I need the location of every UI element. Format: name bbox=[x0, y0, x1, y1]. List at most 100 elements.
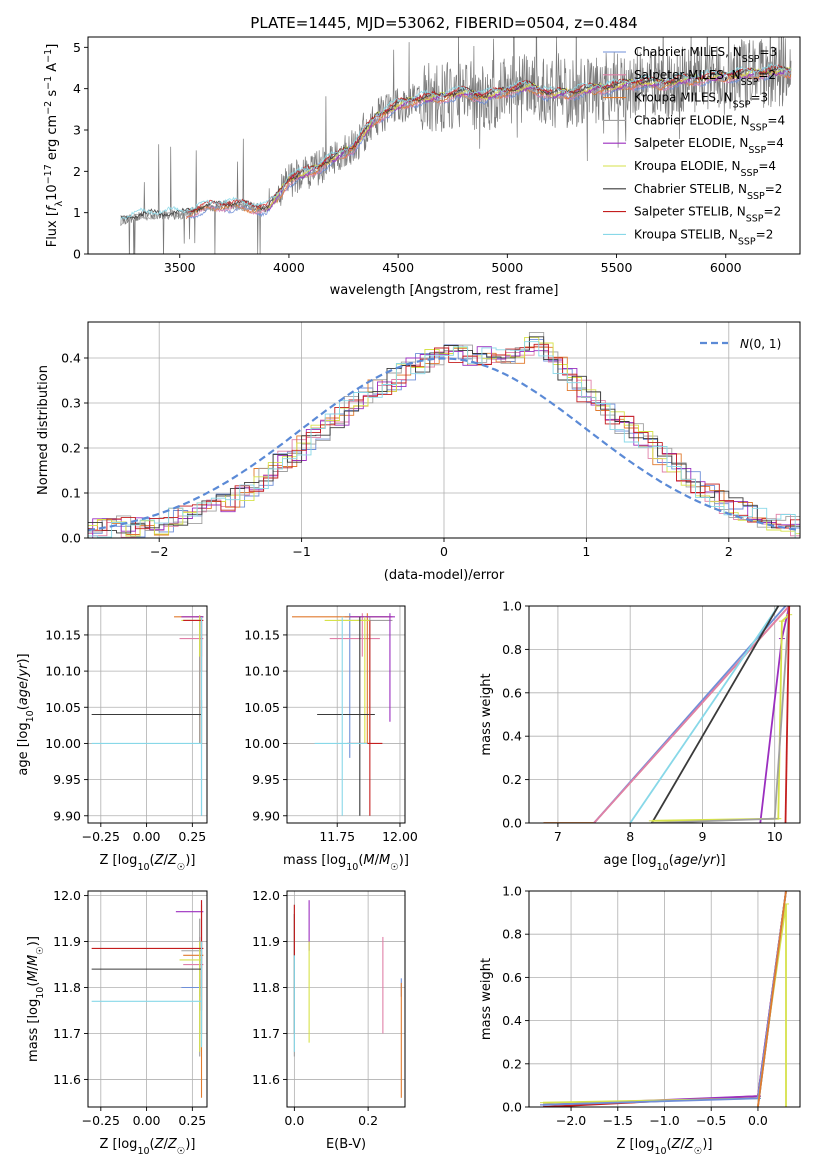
y-tick-label: 0.8 bbox=[502, 927, 522, 942]
x-tick-label: 4500 bbox=[382, 260, 414, 275]
legend-entry: Chabrier ELODIE, NSSP=4 bbox=[634, 113, 785, 132]
x-tick-label: −2.0 bbox=[556, 1113, 586, 1128]
y-tick-label: 0.2 bbox=[502, 772, 522, 787]
y-tick-label: 4 bbox=[73, 81, 81, 96]
mass_weight_vs_age-frame bbox=[528, 605, 801, 824]
mass_weight_vs_z-ticks: −2.0 −1.5 −1.0 −0.5 0.0 0.0 0.2 0.4 0.6 0.8 1.0 bbox=[502, 884, 768, 1129]
y-tick-label: 1.0 bbox=[502, 599, 522, 614]
histogram-chabrier-stelib bbox=[88, 336, 800, 538]
y-tick-label: 2 bbox=[73, 164, 81, 179]
weight-line-chabrier-stelib bbox=[648, 606, 782, 823]
y-tick-label: 9.95 bbox=[53, 772, 81, 787]
errorbar-point-kroupa-stelib bbox=[91, 941, 203, 1048]
legend-entry: Kroupa ELODIE, NSSP=4 bbox=[634, 159, 776, 179]
y-tick-label: 0.4 bbox=[61, 351, 81, 366]
mass_vs_z-frame bbox=[87, 890, 208, 1108]
errorbar-point-chabrier-stelib bbox=[317, 616, 375, 816]
y-tick-label: 10.10 bbox=[244, 664, 280, 679]
spectrum-ticks: 3500 4000 4500 5000 5500 6000 0 1 2 3 4 5 bbox=[73, 40, 742, 275]
histogram-salpeter-miles bbox=[88, 344, 800, 538]
weight-line-path bbox=[757, 891, 787, 1107]
y-tick-label: 0.0 bbox=[61, 531, 81, 546]
histogram-chabrier-miles bbox=[88, 338, 800, 538]
y-tick-label: 10.05 bbox=[45, 700, 81, 715]
legend-entry: Salpeter MILES, NSSP=2 bbox=[634, 68, 776, 88]
mass_weight_vs_age-ticks: 7 8 9 10 0.0 0.2 0.4 0.6 0.8 1.0 bbox=[502, 599, 783, 845]
errorbar-point-kroupa-elodie bbox=[324, 616, 370, 744]
y-tick-label: 11.8 bbox=[53, 980, 81, 995]
y-tick-label: 12.0 bbox=[53, 888, 81, 903]
y-tick-label: 10.15 bbox=[244, 627, 280, 642]
y-axis-label: Flux [fλ10−17 erg cm−2 s−1 A−1] bbox=[43, 44, 65, 248]
spectrum-frame bbox=[87, 36, 801, 255]
mass-weight-vs-metallicity-panel: −2.0 −1.5 −1.0 −0.5 0.0 0.0 0.2 0.4 0.6 0.8 1.0 Z [… bbox=[479, 884, 801, 1157]
weight-line-path bbox=[784, 606, 791, 823]
y-tick-label: 9.95 bbox=[252, 772, 280, 787]
y-tick-label: 0.8 bbox=[502, 642, 522, 657]
y-tick-label: 0.2 bbox=[502, 1056, 522, 1071]
mass_vs_z-plot-area bbox=[91, 900, 204, 1098]
x-axis-label: mass [log10(M/M☉)] bbox=[283, 853, 409, 873]
age_vs_mass-plot-area bbox=[292, 613, 395, 816]
age_vs_z-plot-area bbox=[91, 615, 204, 816]
x-tick-label: −0.25 bbox=[82, 829, 120, 844]
x-axis-label: wavelength [Angstrom, rest frame] bbox=[330, 283, 559, 298]
y-tick-label: 5 bbox=[73, 40, 81, 55]
residuals-ticks: −2 −1 0 1 2 0.0 0.1 0.2 0.3 0.4 bbox=[61, 351, 733, 560]
x-axis-label: Z [log10(Z/Z☉)] bbox=[617, 1137, 713, 1157]
mass_weight_vs_z-frame bbox=[528, 890, 801, 1108]
weight-line-path bbox=[629, 606, 780, 823]
legend: Chabrier MILES, NSSP=3 Salpeter MILES, NS… bbox=[603, 45, 785, 247]
y-tick-label: 3 bbox=[73, 123, 81, 138]
model-spectrum-kroupa-stelib bbox=[120, 63, 792, 220]
x-tick-label: 0 bbox=[440, 544, 448, 559]
x-tick-label: 10 bbox=[767, 829, 783, 844]
x-tick-label: −0.25 bbox=[82, 1113, 120, 1128]
x-tick-label: 11.75 bbox=[319, 829, 355, 844]
x-tick-label: 3500 bbox=[164, 260, 196, 275]
mass_vs_ebv-plot-area bbox=[293, 900, 402, 1098]
y-tick-label: 0.4 bbox=[502, 1013, 522, 1028]
y-tick-label: 11.9 bbox=[53, 934, 81, 949]
mass_weight_vs_z-plot-area bbox=[540, 891, 789, 1107]
histogram-salpeter-stelib bbox=[88, 343, 800, 531]
legend-entry: Kroupa STELIB, NSSP=2 bbox=[634, 227, 773, 247]
residuals-frame bbox=[87, 321, 801, 539]
weight-line-path bbox=[651, 606, 780, 823]
mass-weight-vs-age-panel: 7 8 9 10 0.0 0.2 0.4 0.6 0.8 1.0 age [log10(age/yr… bbox=[479, 599, 801, 873]
residuals-panel: −2 −1 0 1 2 0.0 0.1 0.2 0.3 0.4 N(0, 1) (data-model… bbox=[36, 321, 801, 583]
errorbar-point-kroupa-stelib bbox=[314, 616, 368, 816]
model-spectrum-chabrier-stelib bbox=[120, 65, 791, 220]
weight-line-path bbox=[651, 614, 790, 822]
errorbar-point-kroupa-stelib bbox=[91, 616, 203, 816]
weight-line-kroupa-miles bbox=[754, 891, 789, 1107]
mass-vs-extinction-panel: 0.0 0.2 11.6 11.7 11.8 11.9 12.0 E(B-V) bbox=[252, 888, 406, 1152]
x-tick-label: 0.25 bbox=[178, 829, 206, 844]
y-tick-label: 12.0 bbox=[252, 888, 280, 903]
y-tick-label: 1.0 bbox=[502, 884, 522, 899]
age_vs_z-ticks: −0.25 0.00 0.25 9.90 9.95 10.00 10.05 10.10 10.1… bbox=[45, 627, 206, 844]
y-tick-label: 10.00 bbox=[244, 736, 280, 751]
y-axis-label: mass [log10(M/M☉)] bbox=[26, 936, 46, 1062]
histogram-salpeter-elodie bbox=[88, 346, 800, 538]
normal-distribution-curve bbox=[88, 357, 798, 532]
x-tick-label: 0.00 bbox=[133, 829, 161, 844]
y-tick-label: 0.1 bbox=[61, 486, 81, 501]
y-tick-label: 11.9 bbox=[252, 934, 280, 949]
weight-line-salpeter-stelib bbox=[782, 606, 793, 823]
mass-vs-metallicity-panel: −0.25 0.00 0.25 11.6 11.7 11.8 11.9 12.0 Z [log1… bbox=[26, 888, 208, 1157]
x-tick-label: 0.2 bbox=[358, 1113, 378, 1128]
y-tick-label: 11.6 bbox=[53, 1072, 81, 1087]
y-tick-label: 9.90 bbox=[53, 808, 81, 823]
x-tick-label: −1 bbox=[292, 544, 310, 559]
y-axis-label: mass weight bbox=[479, 958, 494, 1040]
x-tick-label: 0.0 bbox=[284, 1113, 304, 1128]
y-tick-label: 11.8 bbox=[252, 980, 280, 995]
x-axis-label: age [log10(age/yr)] bbox=[603, 853, 725, 873]
y-axis-label: Normed distribution bbox=[36, 365, 51, 495]
x-axis-label: Z [log10(Z/Z☉)] bbox=[100, 1137, 196, 1157]
x-tick-label: −2 bbox=[150, 544, 168, 559]
age-vs-mass-panel: 11.75 12.00 9.90 9.95 10.00 10.05 10.10 10.15 ma… bbox=[244, 605, 418, 873]
x-tick-label: 5000 bbox=[491, 260, 523, 275]
